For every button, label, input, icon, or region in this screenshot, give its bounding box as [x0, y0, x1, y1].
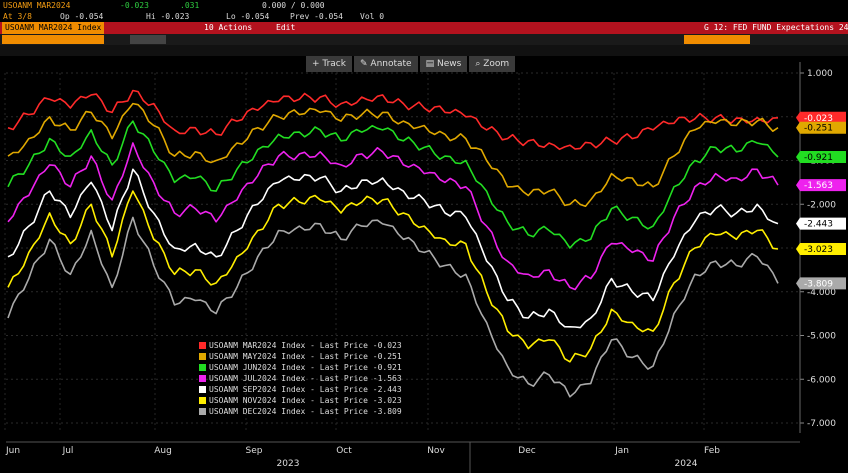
svg-text:-3.809: -3.809 [804, 279, 833, 289]
quote-line: USOANM MAR2024 -0.023 .031 0.000 / 0.000 [0, 0, 848, 11]
period-select[interactable] [130, 35, 166, 44]
last-price-tag-4: -2.443 [796, 217, 846, 230]
zoom-button[interactable]: ⌕ Zoom [469, 56, 516, 72]
legend-item: USOANM NOV2024 Index - Last Price -3.023 [199, 395, 402, 406]
last-price-tag-0: -0.023 [796, 111, 846, 124]
grid [4, 72, 800, 431]
y-tick-label: -5.000 [807, 332, 836, 342]
zoom-bar [0, 45, 848, 56]
legend-item: USOANM MAY2024 Index - Last Price -0.251 [199, 351, 402, 362]
chart-legend: USOANM MAR2024 Index - Last Price -0.023… [199, 340, 402, 417]
change-value: -0.023 [120, 1, 149, 10]
actions-menu[interactable]: 10 Actions [204, 23, 253, 32]
news-button[interactable]: ▤ News [419, 56, 468, 72]
legend-label: USOANM JUL2024 Index - Last Price -1.563 [209, 374, 402, 383]
at-label: At 3/8 [3, 12, 32, 21]
pencil-icon: ✎ [359, 59, 368, 69]
y-axis-ticks: 1.000 -0.000 -1.000 -2.000 -3.000 -4.000 -5.00… [799, 62, 836, 433]
x-tick-label: Sep [246, 446, 263, 456]
range-bar [0, 34, 848, 45]
x-tick-label: Oct [336, 446, 352, 456]
x-tick-label: Nov [427, 446, 445, 456]
settings-box[interactable] [684, 35, 750, 44]
legend-item: USOANM SEP2024 Index - Last Price -2.443 [199, 384, 402, 395]
svg-text:-2.443: -2.443 [804, 220, 833, 230]
x-year-label: 2023 [277, 459, 300, 469]
end-date-box[interactable] [58, 35, 104, 44]
last-price-tag-1: -0.251 [796, 121, 846, 134]
news-icon: ▤ [425, 59, 435, 69]
y-tick-label: -2.000 [807, 200, 836, 210]
legend-swatch [199, 408, 206, 415]
legend-label: USOANM MAR2024 Index - Last Price -0.023 [209, 341, 402, 350]
y-tick-label: -3.000 [807, 244, 836, 254]
legend-item: USOANM JUN2024 Index - Last Price -0.921 [199, 362, 402, 373]
y-tick-label: -7.000 [807, 419, 836, 429]
crosshair-icon: + [312, 59, 320, 69]
x-tick-label: Feb [704, 446, 720, 456]
high-value: Hi -0.023 [146, 12, 190, 21]
ticker-box[interactable]: USOANM MAR2024 Index [2, 22, 105, 34]
volume-value: Vol 0 [360, 12, 385, 21]
svg-text:-1.563: -1.563 [804, 181, 833, 191]
y-tick-label: -6.000 [807, 375, 836, 385]
stats-line: At 3/8 Op -0.054 Hi -0.023 Lo -0.054 Pre… [0, 11, 848, 22]
legend-swatch [199, 364, 206, 371]
series-line-1 [7, 102, 779, 207]
legend-item: USOANM JUL2024 Index - Last Price -1.563 [199, 373, 402, 384]
legend-swatch [199, 386, 206, 393]
y-tick-label: -1.000 [807, 157, 836, 167]
change-value-2: .031 [180, 1, 200, 10]
x-tick-label: Jun [5, 446, 20, 456]
y-tick-label: -4.000 [807, 288, 836, 298]
legend-item: USOANM DEC2024 Index - Last Price -3.809 [199, 406, 402, 417]
legend-label: USOANM NOV2024 Index - Last Price -3.023 [209, 396, 402, 405]
bid-ask-value: 0.000 / 0.000 [262, 1, 325, 10]
magnifier-icon: ⌕ [475, 59, 481, 69]
svg-text:-0.921: -0.921 [804, 153, 833, 163]
legend-label: USOANM MAY2024 Index - Last Price -0.251 [209, 352, 402, 361]
series-line-5 [7, 190, 779, 363]
series-line-2 [7, 120, 779, 249]
svg-text:-0.023: -0.023 [804, 114, 833, 124]
x-axis-ticks: Jun Jul Aug Sep Oct Nov Dec Jan Feb 2023 2024 [5, 441, 800, 473]
x-tick-label: Dec [518, 446, 535, 456]
command-bar: USOANM MAR2024 Index 10 Actions Edit G 1… [0, 22, 848, 34]
series-line-3 [7, 142, 779, 291]
x-year-label: 2024 [675, 459, 698, 469]
page-title: G 12: FED FUND Expectations 24 [704, 23, 848, 32]
y-tick-label: 1.000 [807, 69, 833, 79]
last-price-tag-5: -3.023 [796, 243, 846, 256]
series-line-4 [7, 168, 779, 329]
y-tick-label: -0.000 [807, 113, 836, 123]
series-line-0 [7, 89, 779, 151]
last-price-tag-3: -1.563 [796, 179, 846, 192]
legend-swatch [199, 397, 206, 404]
legend-swatch [199, 375, 206, 382]
last-price-tag-2: -0.921 [796, 151, 846, 164]
prev-value: Prev -0.054 [290, 12, 343, 21]
last-price-tag-6: -3.809 [796, 277, 846, 290]
legend-label: USOANM JUN2024 Index - Last Price -0.921 [209, 363, 402, 372]
legend-label: USOANM SEP2024 Index - Last Price -2.443 [209, 385, 402, 394]
legend-label: USOANM DEC2024 Index - Last Price -3.809 [209, 407, 402, 416]
legend-item: USOANM MAR2024 Index - Last Price -0.023 [199, 340, 402, 351]
x-tick-label: Aug [154, 446, 172, 456]
low-value: Lo -0.054 [226, 12, 270, 21]
edit-menu[interactable]: Edit [276, 23, 296, 32]
open-value: Op -0.054 [60, 12, 104, 21]
annotate-button[interactable]: ✎ Annotate [353, 56, 418, 72]
svg-text:-3.023: -3.023 [804, 245, 833, 255]
start-date-box[interactable] [2, 35, 58, 44]
chart-toolbar: + Track ✎ Annotate ▤ News ⌕ Zoom [306, 56, 516, 72]
last-price-tags: -0.023-0.251 -0.921 -1.563 -2.443 -3.023 -3.8… [796, 111, 846, 290]
security-name: USOANM MAR2024 [3, 1, 71, 10]
track-button[interactable]: + Track [306, 56, 352, 72]
legend-swatch [199, 342, 206, 349]
legend-swatch [199, 353, 206, 360]
x-tick-label: Jan [614, 446, 629, 456]
x-tick-label: Jul [62, 446, 74, 456]
svg-text:-0.251: -0.251 [804, 124, 833, 134]
